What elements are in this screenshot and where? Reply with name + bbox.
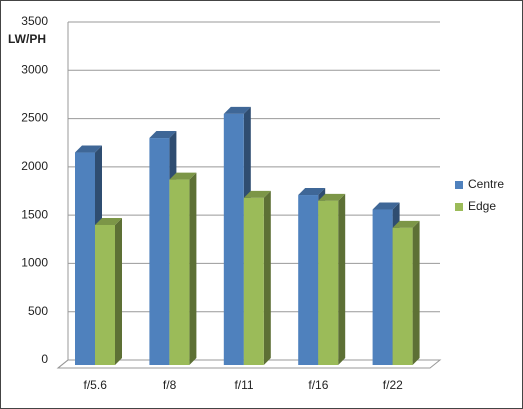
bar-top (318, 193, 346, 201)
bar-side (263, 190, 271, 365)
bar-side (412, 220, 420, 365)
y-tick-label: 3000 (21, 62, 48, 76)
bar-top (169, 172, 197, 180)
legend-swatch (455, 203, 463, 211)
legend-swatch (455, 181, 463, 189)
y-tick-label: 3500 (21, 14, 48, 28)
y-tick-label: 1000 (21, 256, 48, 270)
y-tick-label: 2500 (21, 111, 48, 125)
legend-label: Centre (468, 177, 504, 191)
bar-top (298, 188, 326, 196)
bar (318, 200, 339, 365)
x-tick-label: f/8 (163, 378, 177, 392)
x-tick-label: f/5.6 (84, 378, 108, 392)
bar-side (338, 193, 346, 365)
bar (243, 197, 264, 365)
bar-side (189, 172, 197, 365)
bar (223, 113, 244, 366)
bar (149, 138, 170, 365)
y-axis-front (57, 359, 69, 369)
bar-top (75, 145, 102, 153)
x-tick-label: f/22 (383, 378, 403, 392)
x-tick-label: f/16 (308, 378, 328, 392)
bar-top (223, 106, 251, 114)
bar-top (372, 202, 400, 210)
bar (372, 209, 393, 365)
x-tick-label: f/11 (234, 378, 253, 392)
bar (95, 224, 115, 365)
y-axis-label: LW/PH (8, 32, 46, 46)
bar (298, 195, 319, 365)
bar-side (115, 217, 122, 365)
y-tick-label: 1500 (21, 207, 48, 221)
bar-top (392, 220, 420, 228)
bar-top (243, 190, 271, 198)
y-tick-label: 2000 (21, 159, 48, 173)
bar-top (149, 131, 177, 139)
bar-top (95, 217, 122, 225)
legend-label: Edge (468, 199, 496, 213)
y-tick-label: 500 (28, 304, 48, 318)
bar (169, 179, 190, 365)
bar (75, 152, 95, 365)
y-tick-label: 0 (41, 352, 48, 366)
bar (392, 227, 413, 365)
